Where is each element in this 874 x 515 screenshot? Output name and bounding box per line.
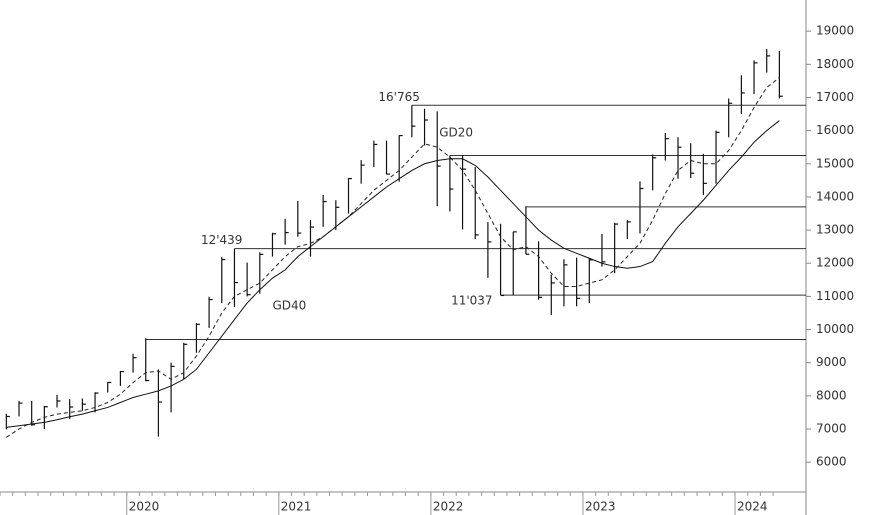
y-tick-label: 7000 [816, 422, 847, 436]
y-tick-label: 10000 [816, 322, 854, 336]
y-tick-label: 15000 [816, 156, 854, 170]
series-label: GD20 [439, 126, 473, 140]
moving-average [6, 120, 780, 428]
y-tick-label: 16000 [816, 123, 854, 137]
x-tick-label: 2022 [433, 500, 464, 514]
level-label: 16'765 [378, 90, 419, 104]
x-tick-label: 2020 [129, 500, 160, 514]
y-tick-label: 11000 [816, 289, 854, 303]
y-tick-label: 9000 [816, 355, 847, 369]
series-label: GD40 [272, 299, 306, 313]
x-tick-label: 2023 [585, 500, 616, 514]
x-tick-label: 2024 [737, 500, 768, 514]
y-tick-label: 14000 [816, 189, 854, 203]
y-tick-label: 12000 [816, 256, 854, 270]
y-tick-label: 8000 [816, 388, 847, 402]
y-tick-label: 17000 [816, 90, 854, 104]
level-label: 12'439 [201, 233, 242, 247]
level-label: 11'037 [451, 294, 492, 308]
y-tick-label: 13000 [816, 223, 854, 237]
y-tick-label: 19000 [816, 24, 854, 38]
moving-average [6, 77, 780, 438]
y-tick-label: 6000 [816, 455, 847, 469]
x-tick-label: 2021 [281, 500, 312, 514]
y-tick-label: 18000 [816, 57, 854, 71]
